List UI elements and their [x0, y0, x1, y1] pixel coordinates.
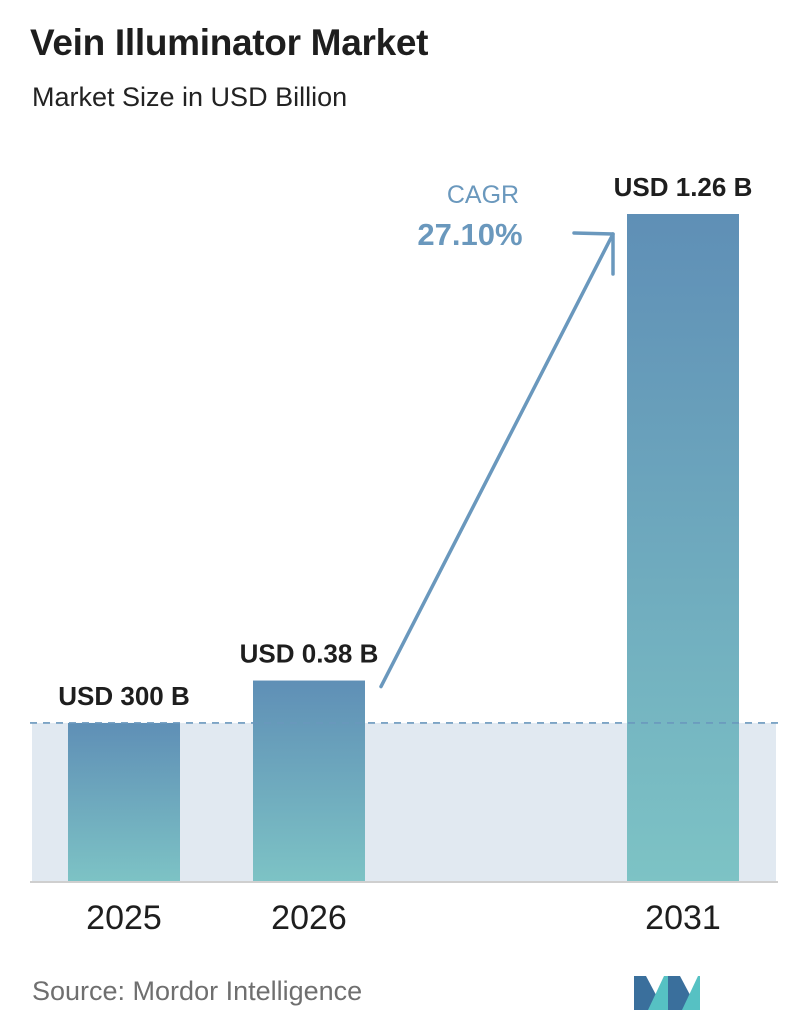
x-tick-2031: 2031 — [645, 899, 721, 937]
mordor-intelligence-logo-icon — [634, 976, 700, 1010]
chart-title: Vein Illuminator Market — [30, 22, 429, 63]
source-note: Source: Mordor Intelligence — [32, 976, 363, 1006]
bars-layer — [68, 214, 739, 882]
cagr-value: 27.10% — [417, 217, 522, 252]
bar-2031 — [627, 214, 739, 882]
data-labels-layer: USD 300 B USD 0.38 B USD 1.26 B — [58, 172, 752, 711]
bar-2025 — [68, 722, 180, 882]
cagr-annotation-layer: CAGR 27.10% — [379, 181, 615, 689]
cagr-arrow-head — [572, 231, 615, 276]
cagr-arrow-shaft — [379, 232, 615, 689]
x-tick-2026: 2026 — [271, 899, 347, 937]
cagr-label: CAGR — [447, 181, 519, 209]
data-label-2026: USD 0.38 B — [240, 639, 379, 669]
bar-2026 — [253, 680, 365, 882]
reference-line-layer — [30, 722, 778, 883]
data-label-2031: USD 1.26 B — [614, 172, 753, 202]
x-tick-2025: 2025 — [86, 899, 162, 937]
chart-subtitle: Market Size in USD Billion — [32, 82, 348, 112]
x-tick-labels-layer: 2025 2026 2031 — [86, 899, 721, 937]
data-label-2025: USD 300 B — [58, 681, 190, 711]
